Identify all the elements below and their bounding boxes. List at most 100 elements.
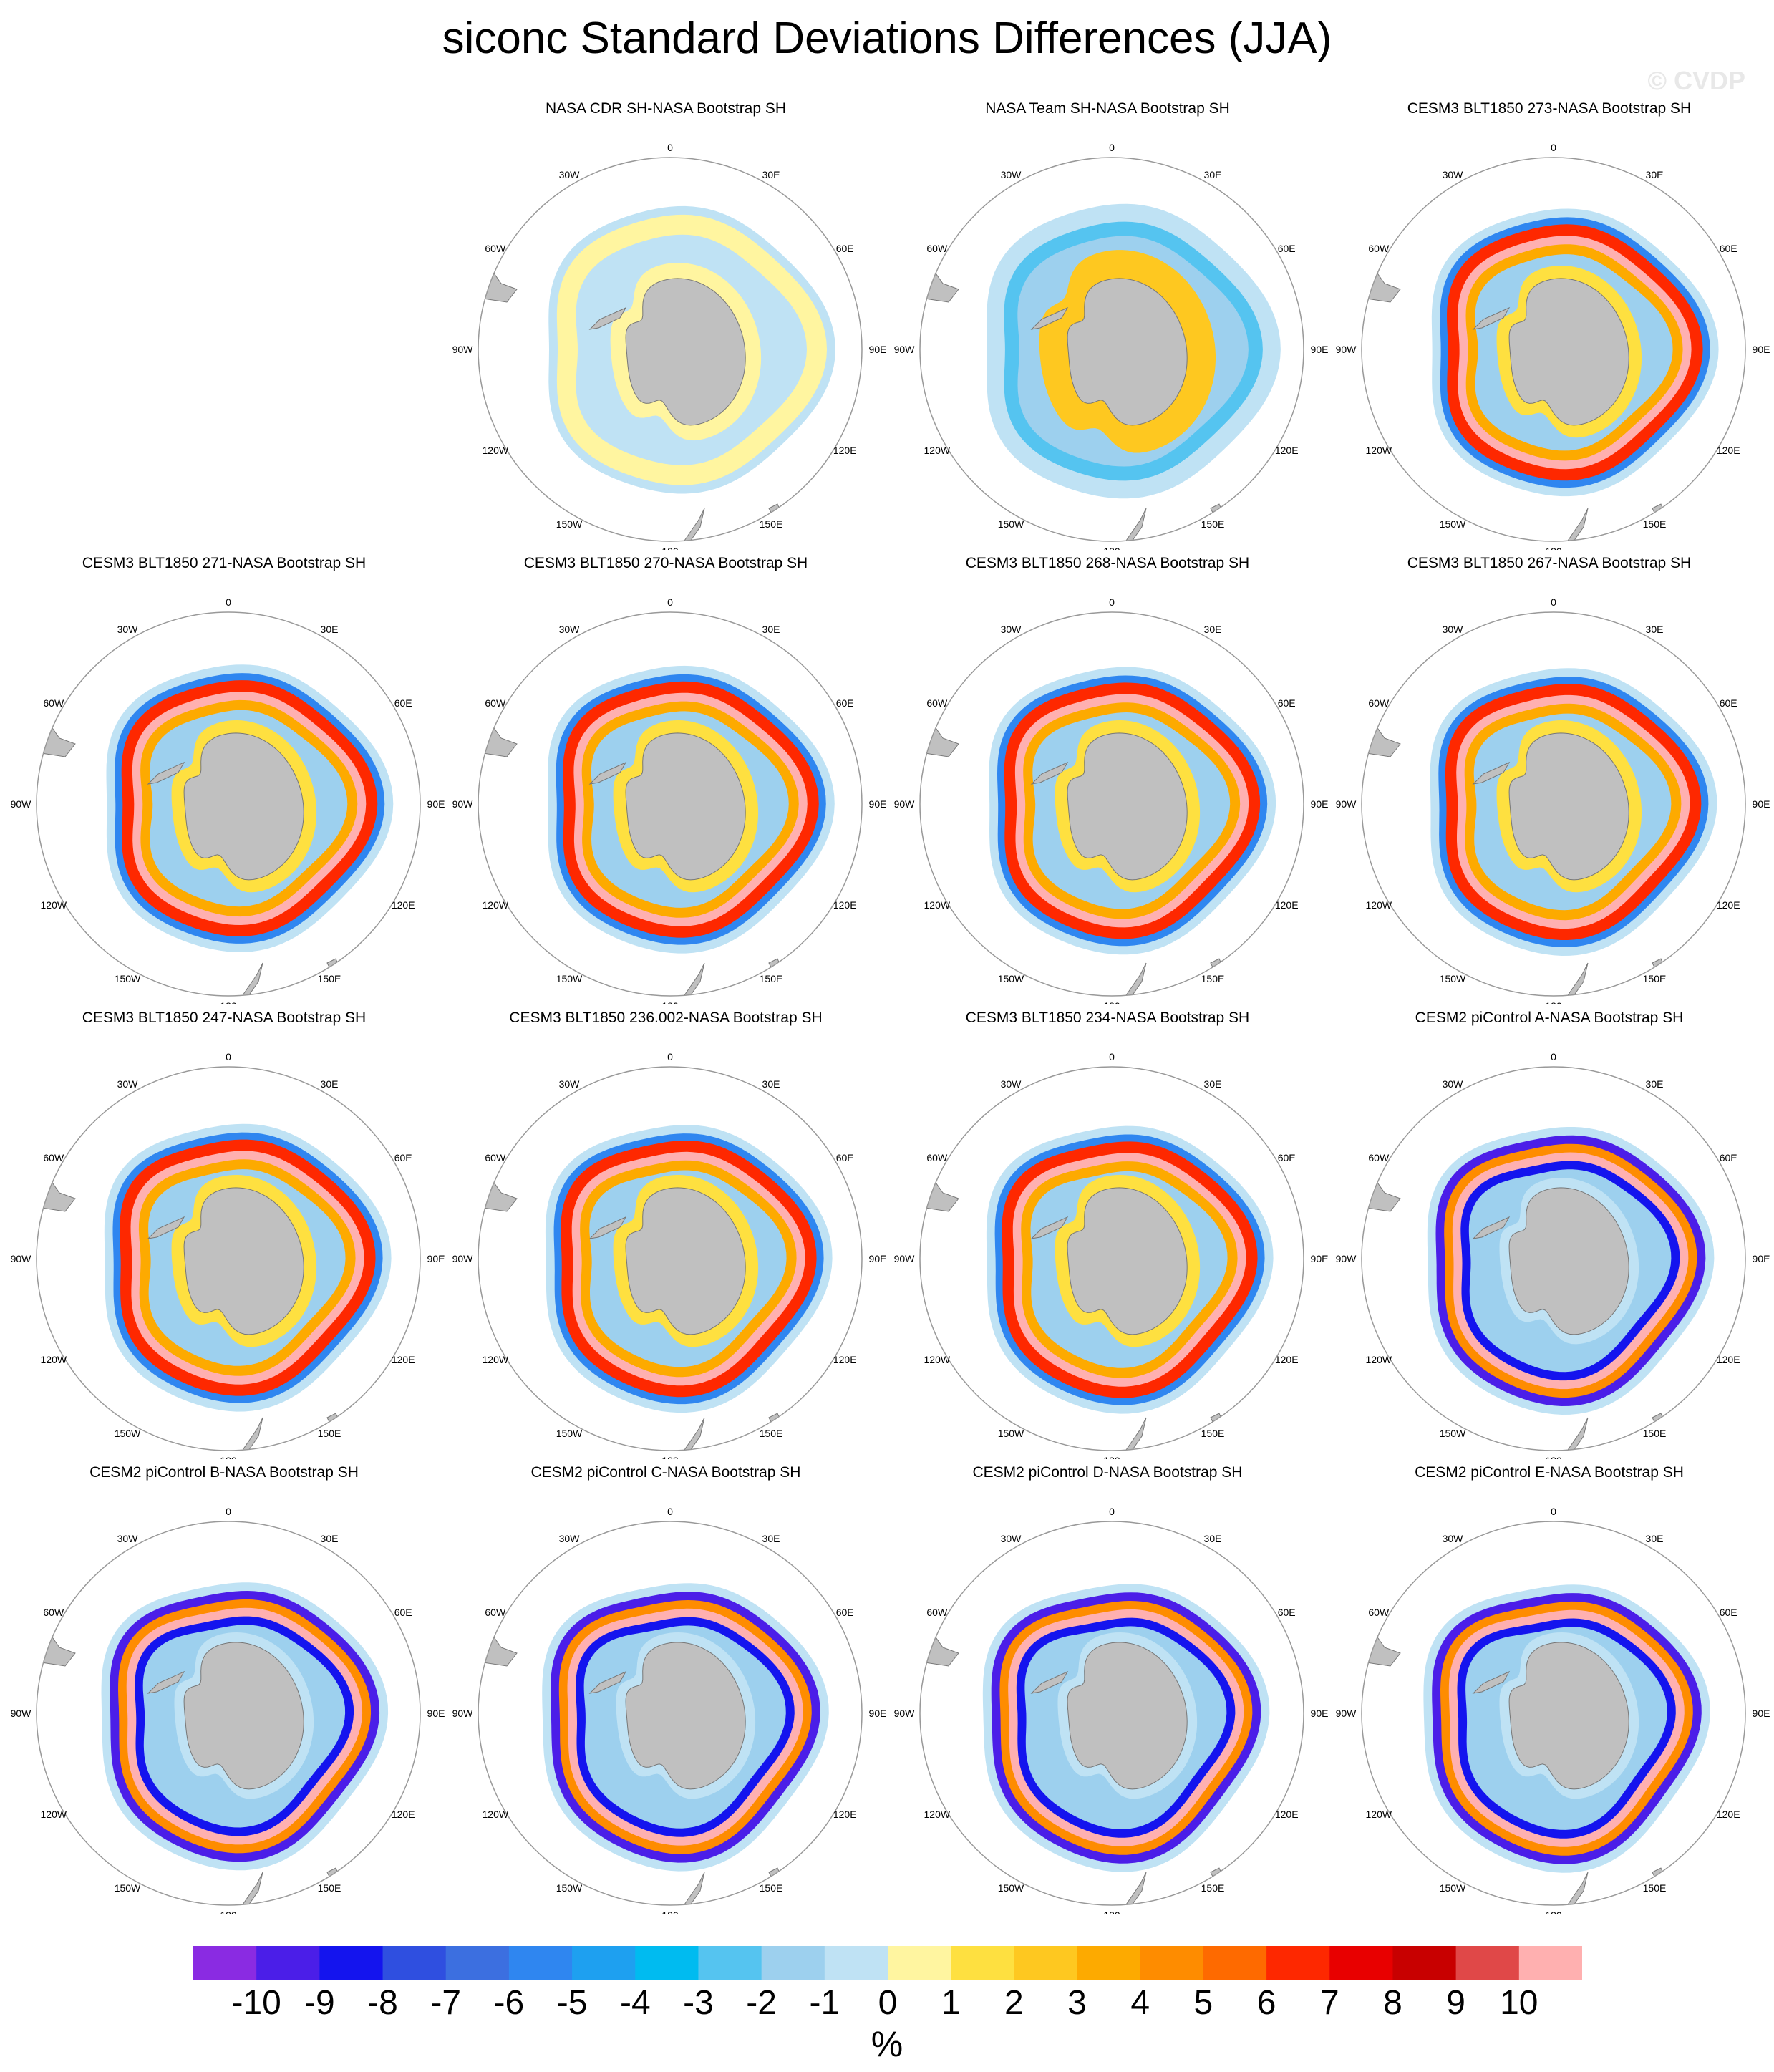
colorbar-swatch xyxy=(256,1946,320,1980)
panel-title: CESM2 piControl E-NASA Bootstrap SH xyxy=(1415,1464,1684,1481)
antarctic-peninsula xyxy=(1030,306,1069,330)
antarctica-landmass xyxy=(625,732,746,881)
colorbar-swatch xyxy=(1077,1946,1141,1980)
longitude-label: 60E xyxy=(394,1607,412,1618)
longitude-label: 120W xyxy=(483,1809,509,1820)
longitude-label: 120E xyxy=(1275,899,1299,911)
panel-title: CESM3 BLT1850 236.002-NASA Bootstrap SH xyxy=(509,1010,823,1026)
antarctica-landmass xyxy=(183,1187,304,1335)
colorbar-tick-label: 4 xyxy=(1130,1984,1150,2022)
polar-map: 0 30E 60E 90E 120E 150E 180 150W 120W 90W 60W 30W xyxy=(11,1051,445,1459)
longitude-label: 90E xyxy=(1753,344,1770,355)
longitude-label: 180 xyxy=(661,1909,679,1914)
colorbar-swatch xyxy=(382,1946,447,1980)
longitude-label: 90E xyxy=(1311,1253,1329,1264)
longitude-label: 150W xyxy=(1440,518,1466,530)
map-boundary xyxy=(919,1066,1304,1451)
map-panel: CESM2 piControl A-NASA Bootstrap SH 0 30E 6… xyxy=(1327,1010,1774,1459)
map-boundary xyxy=(1361,1066,1746,1451)
panel-title: CESM3 BLT1850 247-NASA Bootstrap SH xyxy=(82,1010,367,1026)
longitude-label: 180 xyxy=(1103,1000,1120,1004)
antarctica-landmass xyxy=(1508,278,1629,426)
colorbar-tick-label: -10 xyxy=(231,1984,281,2022)
longitude-label: 30E xyxy=(321,1078,339,1090)
longitude-label: 30W xyxy=(1443,169,1464,180)
colorbar-swatch xyxy=(824,1946,888,1980)
colorbar-tick-label: -5 xyxy=(556,1984,588,2022)
longitude-label: 120W xyxy=(924,899,951,911)
longitude-label: 60W xyxy=(1368,1607,1390,1618)
longitude-label: 90W xyxy=(11,1253,32,1264)
longitude-label: 30E xyxy=(1646,624,1664,635)
panel-title: CESM3 BLT1850 267-NASA Bootstrap SH xyxy=(1407,555,1692,571)
figure-title: siconc Standard Deviations Differences (… xyxy=(442,14,1332,63)
antarctica-landmass xyxy=(625,1642,746,1790)
panel-title: CESM2 piControl B-NASA Bootstrap SH xyxy=(89,1464,359,1481)
longitude-label: 60E xyxy=(1278,1152,1296,1163)
longitude-label: 30W xyxy=(117,1533,139,1544)
longitude-label: 30E xyxy=(762,624,780,635)
longitude-label: 60E xyxy=(1720,1607,1737,1618)
longitude-label: 120W xyxy=(924,445,951,456)
antarctica-landmass xyxy=(183,1642,304,1790)
colorbar-swatch xyxy=(508,1946,573,1980)
longitude-label: 60W xyxy=(926,1607,948,1618)
longitude-label: 150E xyxy=(760,1428,783,1439)
map-boundary xyxy=(478,611,863,997)
colorbar-tick-label: 0 xyxy=(878,1984,898,2022)
longitude-label: 60W xyxy=(926,697,948,709)
longitude-label: 150W xyxy=(115,973,141,984)
longitude-label: 90E xyxy=(427,1253,445,1264)
map-panel: NASA CDR SH-NASA Bootstrap SH 0 30E 60E 90E 1… xyxy=(444,100,902,550)
polar-map: 0 30E 60E 90E 120E 150E 180 150W 120W 90W 60W 30W xyxy=(894,1051,1329,1459)
longitude-label: 180 xyxy=(1103,546,1120,550)
longitude-label: 90E xyxy=(1311,1708,1329,1719)
longitude-label: 60W xyxy=(485,243,506,254)
longitude-label: 90E xyxy=(869,1253,887,1264)
longitude-label: 60W xyxy=(1368,697,1390,709)
longitude-label: 30E xyxy=(1204,1078,1222,1090)
longitude-label: 180 xyxy=(661,1455,679,1459)
longitude-label: 120E xyxy=(392,1809,415,1820)
longitude-label: 150E xyxy=(1201,518,1225,530)
antarctica-landmass xyxy=(625,278,746,426)
longitude-label: 90E xyxy=(869,344,887,355)
longitude-label: 150E xyxy=(318,1882,341,1894)
longitude-label: 120E xyxy=(1275,445,1299,456)
antarctica-landmass xyxy=(625,1187,746,1335)
map-panel: CESM2 piControl D-NASA Bootstrap SH 0 30E 6… xyxy=(886,1464,1344,1914)
longitude-label: 180 xyxy=(661,1000,679,1004)
longitude-label: 60W xyxy=(926,1152,948,1163)
longitude-label: 150W xyxy=(998,1428,1024,1439)
longitude-label: 60E xyxy=(394,1152,412,1163)
longitude-label: 60E xyxy=(836,1607,854,1618)
longitude-label: 120E xyxy=(1717,1354,1740,1365)
longitude-label: 60E xyxy=(1720,1152,1737,1163)
longitude-label: 150W xyxy=(998,518,1024,530)
longitude-label: 60W xyxy=(1368,243,1390,254)
longitude-label: 30E xyxy=(762,1078,780,1090)
colorbar-swatch xyxy=(698,1946,762,1980)
colorbar-swatch xyxy=(888,1946,951,1980)
longitude-label: 30W xyxy=(1443,1533,1464,1544)
new-zealand-land xyxy=(240,1872,263,1905)
longitude-label: 60W xyxy=(926,243,948,254)
polar-map: 0 30E 60E 90E 120E 150E 180 150W 120W 90W 60W 30W xyxy=(11,1506,445,1914)
longitude-label: 60W xyxy=(1368,1152,1390,1163)
longitude-label: 30E xyxy=(1204,624,1222,635)
new-zealand-land xyxy=(1123,508,1147,541)
antarctic-peninsula xyxy=(1472,1216,1511,1239)
longitude-label: 60E xyxy=(836,243,854,254)
longitude-label: 120W xyxy=(41,1354,67,1365)
longitude-label: 120E xyxy=(1717,899,1740,911)
colorbar-tick-label: -6 xyxy=(493,1984,525,2022)
colorbar-swatch xyxy=(1455,1946,1520,1980)
longitude-label: 150E xyxy=(318,973,341,984)
longitude-label: 0 xyxy=(1551,1506,1556,1517)
longitude-label: 90W xyxy=(452,798,474,810)
antarctic-peninsula xyxy=(1472,761,1511,785)
new-zealand-land xyxy=(1123,1872,1147,1905)
colorbar-tick-label: -2 xyxy=(746,1984,777,2022)
map-boundary xyxy=(36,1066,421,1451)
longitude-label: 30W xyxy=(1001,1078,1022,1090)
